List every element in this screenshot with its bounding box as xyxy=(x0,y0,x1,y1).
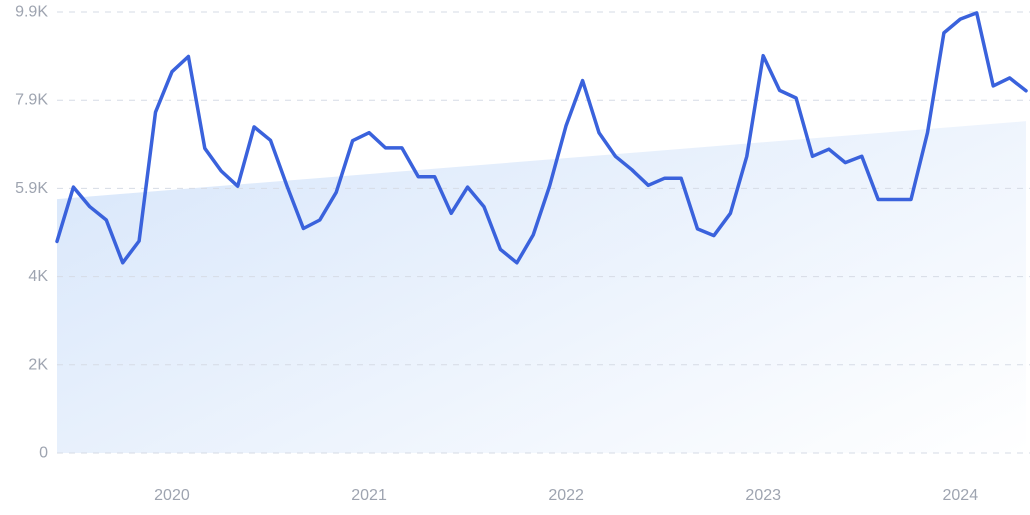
x-tick-label: 2021 xyxy=(351,487,387,504)
y-tick-label: 4K xyxy=(28,268,48,285)
y-tick-label: 2K xyxy=(28,356,48,373)
y-axis-ticks: 0 2K 4K 5.9K 7.9K 9.9K xyxy=(15,4,48,462)
x-tick-label: 2023 xyxy=(745,487,781,504)
trend-area xyxy=(57,121,1026,454)
y-tick-label: 9.9K xyxy=(15,4,48,21)
x-tick-label: 2022 xyxy=(548,487,584,504)
x-axis-ticks: 2020 2021 2022 2023 2024 xyxy=(154,487,978,504)
x-tick-label: 2020 xyxy=(154,487,190,504)
x-tick-label: 2024 xyxy=(943,487,979,504)
y-tick-label: 7.9K xyxy=(15,92,48,109)
series-line xyxy=(55,11,1028,265)
y-tick-label: 0 xyxy=(39,445,48,462)
y-tick-label: 5.9K xyxy=(15,180,48,197)
